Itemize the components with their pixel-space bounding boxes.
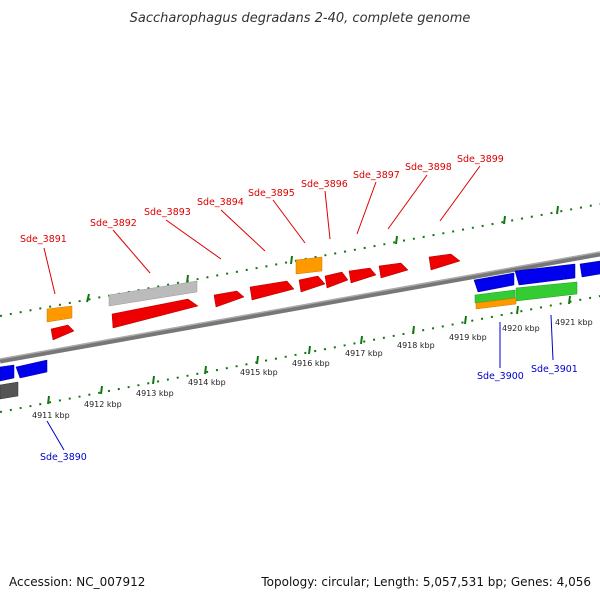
gene-feature[interactable] <box>46 305 73 323</box>
ruler-label: 4917 kbp <box>345 349 383 358</box>
gene-label[interactable]: Sde_3896 <box>301 179 348 190</box>
gene-label[interactable]: Sde_3893 <box>144 207 191 218</box>
gene-feature[interactable] <box>111 298 199 329</box>
gene-label[interactable]: Sde_3898 <box>405 162 452 173</box>
genome-backbone <box>0 251 600 364</box>
ruler-label: 4920 kbp <box>502 324 540 333</box>
gene-feature[interactable] <box>579 260 600 278</box>
reverse-features <box>0 260 600 400</box>
gene-feature[interactable] <box>213 290 245 308</box>
gene-label[interactable]: Sde_3900 <box>477 371 524 382</box>
gene-feature[interactable] <box>15 359 48 379</box>
inner-ruler <box>0 295 600 413</box>
reverse-label-lines <box>46 314 554 451</box>
gene-feature[interactable] <box>348 267 377 284</box>
forward-features <box>46 253 461 341</box>
accession-label: Accession: NC_007912 <box>9 575 145 589</box>
gene-feature[interactable] <box>295 256 323 275</box>
gene-feature[interactable] <box>50 324 75 341</box>
gene-feature[interactable] <box>0 381 19 400</box>
ruler-label: 4919 kbp <box>449 333 487 342</box>
reverse-gene-labels: Sde_3890 Sde_3900 Sde_3901 <box>40 364 578 463</box>
gene-feature[interactable] <box>428 253 461 271</box>
ruler-labels: 4911 kbp 4912 kbp 4913 kbp 4914 kbp 4915… <box>32 318 593 420</box>
gene-label[interactable]: Sde_3897 <box>353 170 400 181</box>
ruler-label: 4916 kbp <box>292 359 330 368</box>
gene-feature[interactable] <box>378 262 409 279</box>
gene-label[interactable]: Sde_3901 <box>531 364 578 375</box>
ruler-label: 4912 kbp <box>84 400 122 409</box>
ruler-label: 4918 kbp <box>397 341 435 350</box>
gene-feature[interactable] <box>475 297 517 310</box>
gene-feature[interactable] <box>514 263 576 286</box>
gene-label[interactable]: Sde_3890 <box>40 452 87 463</box>
forward-gene-labels: Sde_3891 Sde_3892 Sde_3893 Sde_3894 Sde_… <box>20 154 504 245</box>
gene-feature[interactable] <box>108 280 198 307</box>
gene-feature[interactable] <box>324 271 349 289</box>
genome-summary: Topology: circular; Length: 5,057,531 bp… <box>260 575 591 589</box>
ruler-label: 4911 kbp <box>32 411 70 420</box>
ruler-label: 4913 kbp <box>136 389 174 398</box>
gene-label[interactable]: Sde_3892 <box>90 218 137 229</box>
forward-label-lines <box>43 165 481 295</box>
gene-feature[interactable] <box>298 275 326 293</box>
outer-ruler <box>0 203 600 317</box>
gene-label[interactable]: Sde_3894 <box>197 197 244 208</box>
gene-feature[interactable] <box>473 272 515 293</box>
gene-label[interactable]: Sde_3899 <box>457 154 504 165</box>
gene-label[interactable]: Sde_3891 <box>20 234 67 245</box>
ruler-label: 4921 kbp <box>555 318 593 327</box>
gene-feature[interactable] <box>249 280 295 301</box>
ruler-label: 4914 kbp <box>188 378 226 387</box>
gene-feature[interactable] <box>515 281 578 302</box>
ruler-label: 4915 kbp <box>240 368 278 377</box>
map-title: Saccharophagus degradans 2-40, complete … <box>130 11 471 26</box>
gene-label[interactable]: Sde_3895 <box>248 188 295 199</box>
gene-feature[interactable] <box>0 364 15 382</box>
